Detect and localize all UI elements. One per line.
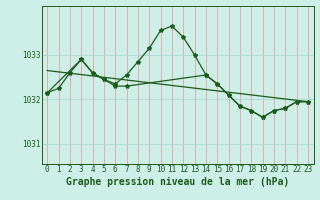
X-axis label: Graphe pression niveau de la mer (hPa): Graphe pression niveau de la mer (hPa): [66, 177, 289, 187]
